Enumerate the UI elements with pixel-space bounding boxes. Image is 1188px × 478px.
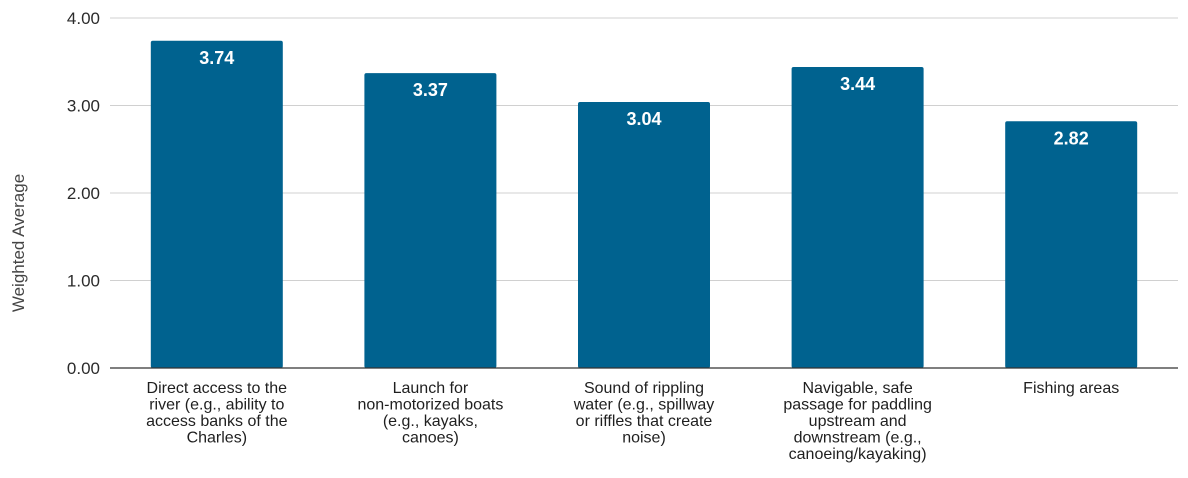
x-category-label-line: Direct access to the — [147, 380, 288, 397]
y-tick-label: 0.00 — [67, 359, 100, 378]
x-category-label-line: passage for paddling — [783, 397, 932, 414]
y-tick-label: 4.00 — [67, 9, 100, 28]
bar — [578, 102, 710, 368]
x-category-label-line: Charles) — [187, 430, 247, 447]
data-label: 2.82 — [1054, 128, 1089, 148]
data-label: 3.74 — [199, 48, 234, 68]
bar — [150, 40, 283, 368]
x-category-label-line: non-motorized boats — [357, 397, 503, 414]
bar — [364, 73, 497, 368]
bar — [791, 67, 924, 368]
x-category-label-line: access banks of the — [146, 413, 288, 430]
x-category-label: Fishing areas — [1023, 380, 1119, 397]
x-category-label-line: canoes) — [402, 430, 459, 447]
x-axis-categories: Direct access to the river (e.g., ability… — [146, 380, 1119, 463]
x-category-label-line: Sound of rippling — [584, 380, 704, 397]
x-category-label: Navigable, safe passage for paddling upstr… — [783, 380, 932, 463]
x-category-label-line: upstream and — [809, 413, 907, 430]
x-category-label: Sound of rippling water (e.g., spillway or… — [573, 380, 715, 447]
x-category-label-line: water (e.g., spillway — [573, 397, 715, 414]
x-category-label-line: Launch for — [393, 380, 469, 397]
data-label: 3.37 — [413, 80, 448, 100]
x-category-label: Launch for non-motorized boats (e.g., kaya… — [357, 380, 503, 447]
x-category-label-line: noise) — [622, 430, 666, 447]
x-category-label: Direct access to the river (e.g., ability… — [146, 380, 288, 447]
y-tick-label: 1.00 — [67, 272, 100, 291]
data-label: 3.04 — [626, 109, 661, 129]
y-tick-label: 2.00 — [67, 184, 100, 203]
x-category-label-line: or riffles that create — [576, 413, 713, 430]
bar — [1005, 121, 1138, 368]
y-tick-label: 3.00 — [67, 97, 100, 116]
x-category-label-line: canoeing/kayaking) — [789, 446, 927, 463]
data-label: 3.44 — [840, 74, 875, 94]
y-axis-title: Weighted Average — [9, 174, 28, 312]
x-category-label-line: (e.g., kayaks, — [383, 413, 478, 430]
bars: 3.74 3.37 3.04 3.44 2.82 — [150, 40, 1138, 368]
x-category-label-line: river (e.g., ability to — [149, 397, 284, 414]
x-category-label-line: Fishing areas — [1023, 380, 1119, 397]
x-category-label-line: Navigable, safe — [802, 380, 912, 397]
x-category-label-line: downstream (e.g., — [794, 430, 922, 447]
y-axis-ticks: 0.00 1.00 2.00 3.00 4.00 — [67, 9, 100, 378]
